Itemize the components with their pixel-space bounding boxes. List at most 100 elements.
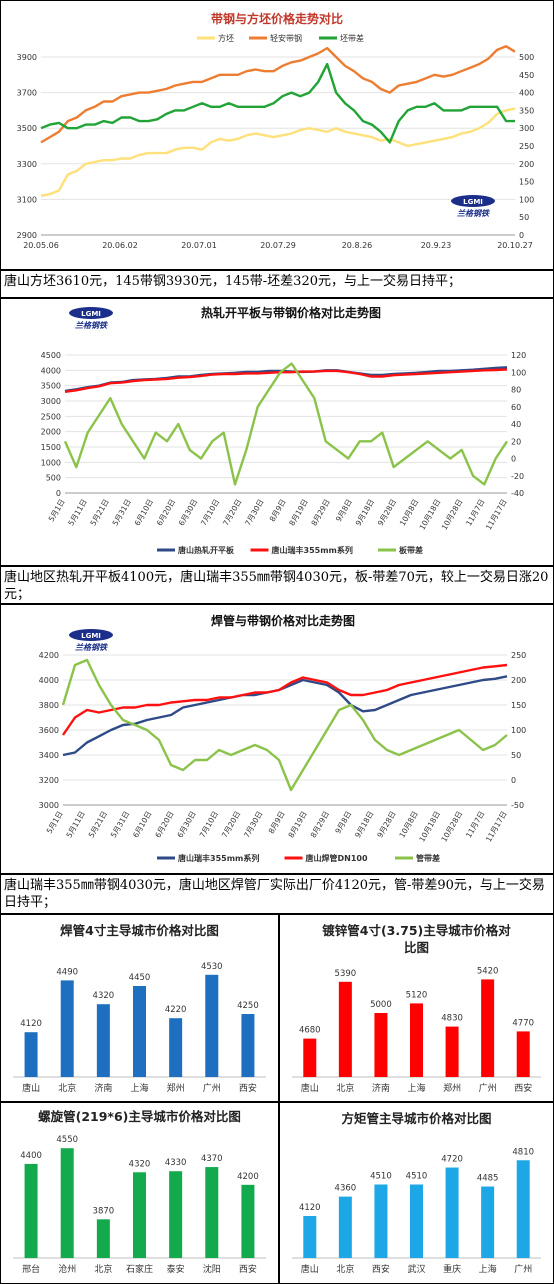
x-tick-label: 10月18日 bbox=[417, 810, 442, 844]
x-tick-label: 10月8日 bbox=[398, 498, 420, 528]
legend-label: 唐山焊管DN100 bbox=[306, 853, 368, 863]
x-tick-label: 20.07.29 bbox=[260, 241, 296, 250]
x-tick-label: 上海 bbox=[407, 1082, 425, 1094]
y-right-tick-label: -40 bbox=[511, 489, 524, 498]
data-label: 5390 bbox=[335, 969, 357, 979]
x-tick-label: 郑州 bbox=[443, 1082, 461, 1094]
series-line bbox=[40, 45, 516, 144]
y-right-tick-label: 200 bbox=[511, 676, 526, 685]
data-label: 4250 bbox=[237, 1001, 259, 1011]
y-right-tick-label: 200 bbox=[519, 160, 534, 169]
chart-panel-square-cities: 方矩管主导城市价格对比图 4120 唐山 4360 北京 4510 西安 4510 武汉 4720… bbox=[279, 1102, 554, 1284]
x-tick-label: 石家庄 bbox=[126, 1263, 153, 1275]
y-left-tick-label: 4000 bbox=[41, 366, 61, 375]
x-tick-label: 西安 bbox=[239, 1082, 257, 1094]
x-tick-label: 10月28日 bbox=[440, 498, 465, 532]
caption-3: 唐山瑞丰355㎜带钢4030元，唐山地区焊管厂实际出厂价4120元，管-带差90… bbox=[0, 874, 554, 914]
y-left-tick-label: 1500 bbox=[41, 443, 61, 452]
data-label: 4320 bbox=[93, 991, 115, 1001]
x-tick-label: 9月28日 bbox=[375, 810, 397, 840]
legend-label: 唐山瑞丰355mm系列 bbox=[178, 853, 259, 863]
x-tick-label: 9月18日 bbox=[354, 498, 376, 528]
x-tick-label: 济南 bbox=[372, 1082, 390, 1094]
x-tick-label: 6月20日 bbox=[155, 498, 177, 528]
x-tick-label: 邢台 bbox=[22, 1263, 40, 1275]
series-line bbox=[62, 663, 508, 736]
x-tick-label: 广州 bbox=[514, 1263, 532, 1275]
bar bbox=[338, 981, 352, 1077]
y-left-tick-label: 3500 bbox=[17, 124, 37, 133]
x-tick-label: 武汉 bbox=[407, 1263, 425, 1275]
bar bbox=[96, 1219, 110, 1258]
legend-label: 轻安带钢 bbox=[270, 33, 302, 43]
x-tick-label: 上海 bbox=[130, 1082, 148, 1094]
x-tick-label: 20.9.23 bbox=[421, 241, 452, 250]
y-left-tick-label: 3000 bbox=[41, 397, 61, 406]
watermark-text: 兰格钢铁 bbox=[457, 209, 490, 218]
y-right-tick-label: 120 bbox=[511, 351, 526, 360]
bar bbox=[205, 974, 219, 1077]
x-tick-label: 5月21日 bbox=[88, 498, 110, 528]
y-right-tick-label: 150 bbox=[519, 178, 534, 187]
bar bbox=[96, 1004, 110, 1077]
logo-mark: LGMI bbox=[463, 198, 483, 206]
x-tick-label: 重庆 bbox=[443, 1263, 461, 1275]
x-tick-label: 8月29日 bbox=[309, 498, 331, 528]
x-tick-label: 西安 bbox=[372, 1263, 390, 1275]
chart-weldpipe-cities: 焊管4寸主导城市价格对比图 4120 唐山 4490 北京 4320 济南 4450 上海 422… bbox=[13, 923, 266, 1094]
data-label: 4450 bbox=[129, 973, 151, 983]
y-left-tick-label: 3600 bbox=[39, 726, 59, 735]
y-left-tick-label: 3800 bbox=[39, 701, 59, 710]
data-label: 4720 bbox=[441, 1155, 463, 1165]
y-left-tick-label: 3900 bbox=[17, 53, 37, 62]
y-left-tick-label: 500 bbox=[46, 474, 61, 483]
logo-icon bbox=[69, 307, 113, 319]
data-label: 4510 bbox=[370, 1172, 392, 1182]
y-left-tick-label: 3500 bbox=[41, 382, 61, 391]
data-label: 4400 bbox=[20, 1151, 42, 1161]
bar bbox=[133, 1172, 146, 1258]
y-left-tick-label: 4500 bbox=[41, 351, 61, 360]
bar bbox=[133, 986, 146, 1077]
y-right-tick-label: 450 bbox=[519, 71, 534, 80]
data-label: 3870 bbox=[93, 1206, 115, 1216]
data-label: 4490 bbox=[56, 967, 78, 977]
x-tick-label: 8月9日 bbox=[268, 498, 288, 524]
x-tick-label: 10月8日 bbox=[397, 810, 419, 840]
logo-mark: LGMI bbox=[81, 310, 101, 318]
y-left-tick-label: 4200 bbox=[39, 651, 59, 660]
y-left-tick-label: 2500 bbox=[41, 412, 61, 421]
chart-spiral-cities: 螺旋管(219*6)主导城市价格对比图 4400 邢台 4550 沧州 3870 北京 432… bbox=[13, 1109, 266, 1275]
x-tick-label: 6月30日 bbox=[175, 810, 197, 840]
data-label: 4770 bbox=[512, 1018, 534, 1028]
x-tick-label: 10月28日 bbox=[439, 810, 464, 844]
chart-panel-galvanized-cities: 镀锌管4寸(3.75)主导城市价格对 比图 4680 唐山 5390 北京 5000 济南 51… bbox=[279, 914, 554, 1102]
x-tick-label: 20.8.26 bbox=[342, 241, 373, 250]
y-right-tick-label: 20 bbox=[511, 437, 521, 446]
x-tick-label: 8月9日 bbox=[267, 810, 287, 836]
y-left-tick-label: 1000 bbox=[41, 458, 61, 467]
x-tick-label: 北京 bbox=[336, 1263, 354, 1275]
bar bbox=[410, 1003, 423, 1077]
chart-panel-billet-strip: 带钢与方坯价格走势对比 2900 3100 3300 3500 3700 3900 0 50 10… bbox=[0, 0, 554, 270]
x-tick-label: 8月19日 bbox=[287, 498, 309, 528]
chart-title-line2: 比图 bbox=[404, 940, 429, 955]
y-left-tick-label: 2000 bbox=[41, 428, 61, 437]
watermark-text: 兰格钢铁 bbox=[75, 643, 108, 652]
y-left-tick-label: 3700 bbox=[17, 89, 37, 98]
bar bbox=[241, 1014, 255, 1077]
series-line bbox=[40, 107, 516, 197]
x-tick-label: 20.06.02 bbox=[102, 241, 138, 250]
data-label: 4680 bbox=[299, 1026, 321, 1036]
series-line bbox=[62, 675, 508, 757]
bar bbox=[374, 1184, 388, 1258]
bar bbox=[516, 1031, 530, 1077]
series-line bbox=[61, 658, 508, 792]
bar bbox=[241, 1184, 255, 1258]
caption-2: 唐山地区热轧开平板4100元，唐山瑞丰355㎜带钢4030元，板-带差70元，较… bbox=[0, 566, 554, 604]
x-tick-label: 11月17日 bbox=[484, 498, 509, 532]
series-line bbox=[40, 62, 515, 144]
chart-panel-spiral-cities: 螺旋管(219*6)主导城市价格对比图 4400 邢台 4550 沧州 3870 北京 432… bbox=[0, 1102, 279, 1284]
data-label: 4510 bbox=[406, 1172, 428, 1182]
data-label: 4200 bbox=[237, 1172, 259, 1182]
